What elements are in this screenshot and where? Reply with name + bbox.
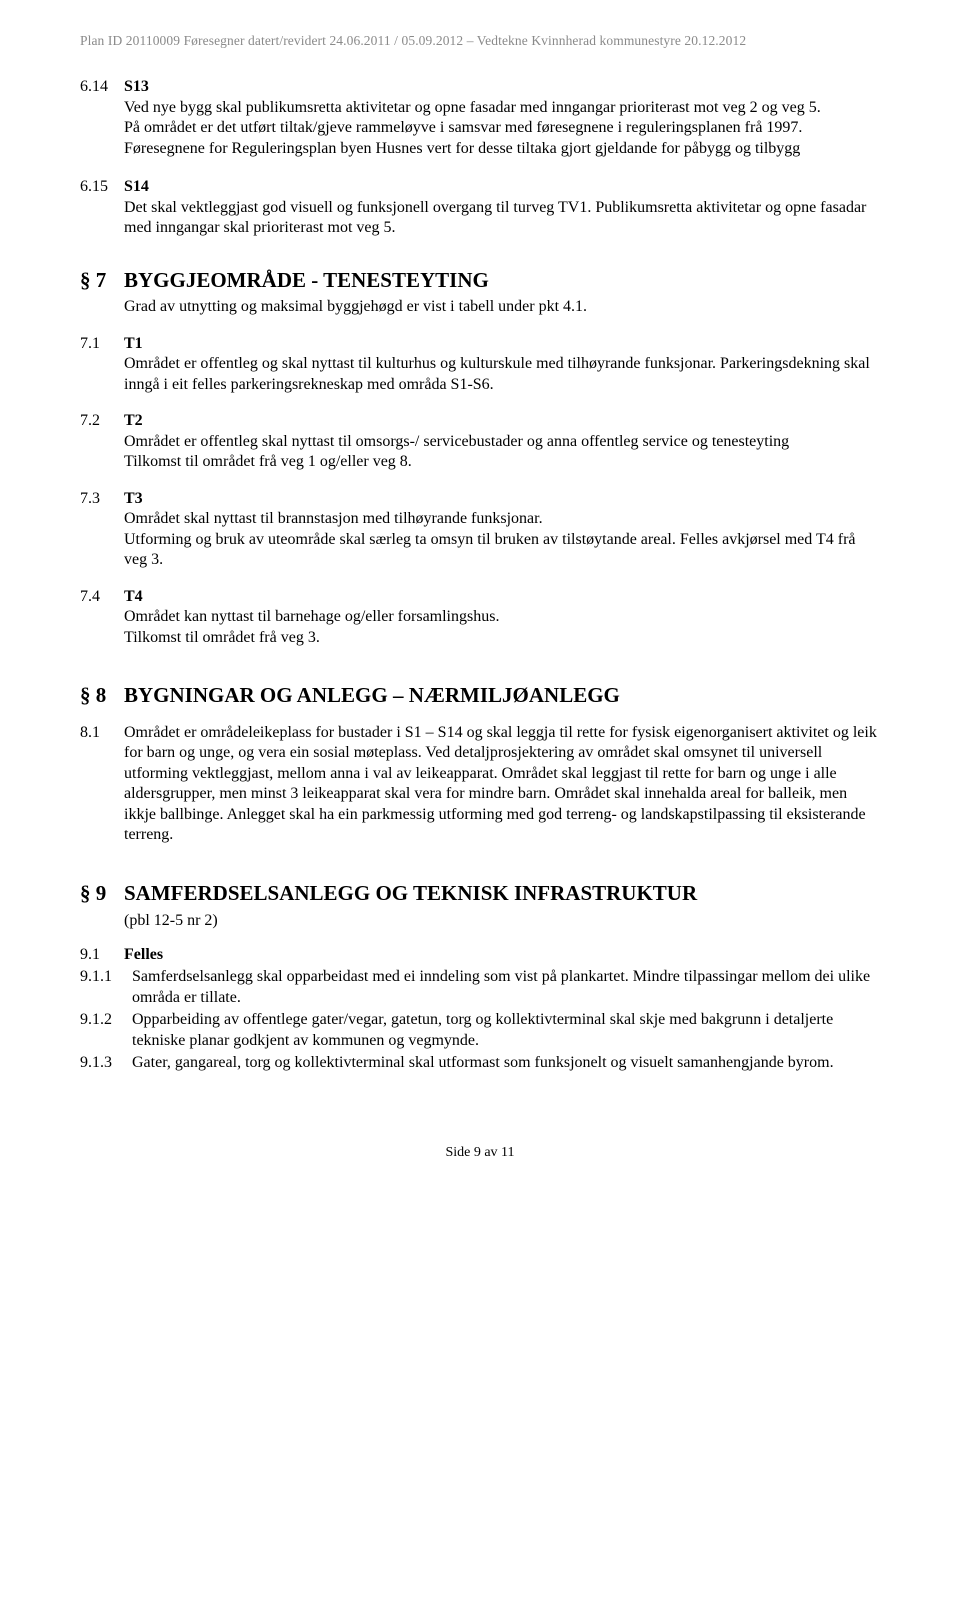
item-label: T2 — [124, 411, 880, 431]
item-text: Området er områdeleikeplass for bustader… — [124, 724, 877, 843]
item-9-1-3: 9.1.3 Gater, gangareal, torg og kollekti… — [80, 1053, 880, 1073]
section-num: § 8 — [80, 682, 124, 709]
item-num: 6.14 — [80, 77, 124, 159]
item-label: S13 — [124, 77, 880, 97]
section-9-paren: (pbl 12-5 nr 2) — [124, 911, 880, 931]
item-num: 8.1 — [80, 723, 124, 846]
item-7-2: 7.2 T2 Området er offentleg skal nyttast… — [80, 411, 880, 472]
item-7-4: 7.4 T4 Området kan nyttast til barnehage… — [80, 587, 880, 648]
item-num: 9.1.1 — [80, 967, 132, 1008]
section-9: § 9 SAMFERDSELSANLEGG OG TEKNISK INFRAST… — [80, 880, 880, 907]
item-7-1: 7.1 T1 Området er offentleg og skal nytt… — [80, 334, 880, 395]
item-label: T3 — [124, 489, 880, 509]
item-9-1-1: 9.1.1 Samferdselsanlegg skal opparbeidas… — [80, 967, 880, 1008]
item-text: Gater, gangareal, torg og kollektivtermi… — [132, 1053, 880, 1073]
section-num: § 9 — [80, 880, 124, 907]
item-label: Felles — [124, 946, 163, 963]
item-9-1: 9.1 Felles — [80, 945, 880, 965]
section-num: § 7 — [80, 267, 124, 294]
page-footer: Side 9 av 11 — [80, 1144, 880, 1162]
item-text: Området er offentleg skal nyttast til om… — [124, 433, 789, 470]
item-8-1: 8.1 Området er områdeleikeplass for bust… — [80, 723, 880, 846]
section-8: § 8 BYGNINGAR OG ANLEGG – NÆRMILJØANLEGG — [80, 682, 880, 709]
item-text: Området er offentleg og skal nyttast til… — [124, 355, 870, 392]
item-label: T1 — [124, 334, 880, 354]
item-text: Ved nye bygg skal publikumsretta aktivit… — [124, 99, 821, 157]
item-num: 9.1.3 — [80, 1053, 132, 1073]
item-text: Samferdselsanlegg skal opparbeidast med … — [132, 967, 880, 1008]
item-num: 7.1 — [80, 334, 124, 395]
item-num: 9.1.2 — [80, 1010, 132, 1051]
item-9-1-2: 9.1.2 Opparbeiding av offentlege gater/v… — [80, 1010, 880, 1051]
section-title: SAMFERDSELSANLEGG OG TEKNISK INFRASTRUKT… — [124, 880, 697, 907]
item-num: 7.3 — [80, 489, 124, 571]
item-text: Området skal nyttast til brannstasjon me… — [124, 510, 856, 568]
section-title: BYGGJEOMRÅDE - TENESTEYTING — [124, 267, 489, 294]
item-num: 6.15 — [80, 177, 124, 238]
item-text: Opparbeiding av offentlege gater/vegar, … — [132, 1010, 880, 1051]
item-text: Området kan nyttast til barnehage og/ell… — [124, 608, 499, 645]
item-label: T4 — [124, 587, 880, 607]
item-text: Det skal vektleggjast god visuell og fun… — [124, 199, 866, 236]
item-6-14: 6.14 S13 Ved nye bygg skal publikumsrett… — [80, 77, 880, 159]
item-num: 9.1 — [80, 945, 124, 965]
item-7-3: 7.3 T3 Området skal nyttast til brannsta… — [80, 489, 880, 571]
page-header: Plan ID 20110009 Føresegner datert/revid… — [80, 32, 880, 49]
section-title: BYGNINGAR OG ANLEGG – NÆRMILJØANLEGG — [124, 682, 620, 709]
item-6-15: 6.15 S14 Det skal vektleggjast god visue… — [80, 177, 880, 238]
section-7: § 7 BYGGJEOMRÅDE - TENESTEYTING — [80, 267, 880, 294]
item-num: 7.4 — [80, 587, 124, 648]
section-7-sub: Grad av utnytting og maksimal byggjehøgd… — [124, 297, 880, 317]
item-num: 7.2 — [80, 411, 124, 472]
item-label: S14 — [124, 177, 880, 197]
